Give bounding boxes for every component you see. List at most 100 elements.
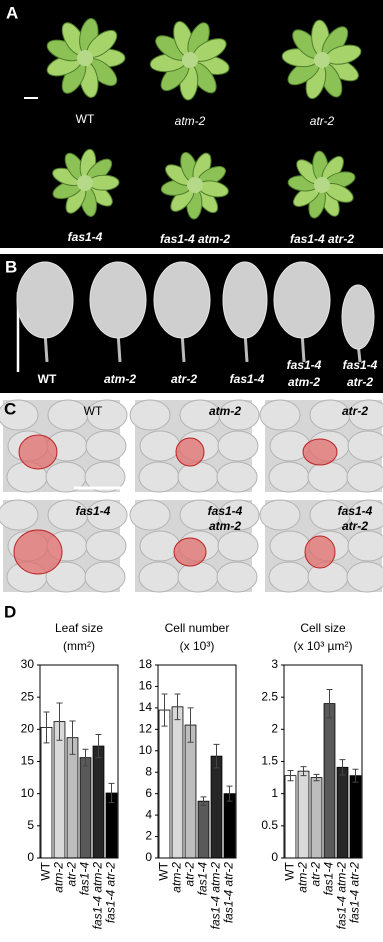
- panel-label: A: [6, 3, 18, 22]
- x-tick-label: atr-2: [65, 862, 79, 887]
- chart-title: Leaf size: [55, 621, 103, 635]
- genotype-label: fas1-4: [343, 358, 378, 372]
- error-bar: [187, 707, 194, 743]
- error-bar: [339, 759, 346, 776]
- rosette-center: [182, 52, 198, 68]
- cell-outline: [0, 499, 39, 531]
- chart-title: Cell number: [165, 621, 230, 635]
- genotype-label: atm-2: [104, 372, 136, 386]
- genotype-label: atm-2: [288, 375, 320, 389]
- highlighted-cell: [173, 537, 207, 567]
- error-bar: [287, 770, 294, 782]
- error-bar: [213, 743, 220, 769]
- genotype-label: atr-2: [310, 114, 335, 128]
- cell-outline: [217, 530, 259, 562]
- genotype-label: fas1-4: [230, 372, 265, 386]
- cell-outline: [269, 530, 311, 562]
- y-tick-label: 15: [21, 754, 35, 768]
- y-tick-label: 2.5: [261, 689, 278, 703]
- rosette: [281, 19, 362, 100]
- panel-label: C: [4, 399, 16, 418]
- leaf-blade: [89, 261, 147, 339]
- cell-outline: [86, 499, 128, 531]
- bar: [210, 755, 223, 859]
- rosette: [46, 18, 126, 98]
- x-tick-label: fas1-4 atr-2: [348, 862, 362, 923]
- y-tick-label: 10: [21, 786, 35, 800]
- rosette: [149, 21, 230, 101]
- cell-outline: [348, 399, 383, 431]
- rosette-center: [77, 175, 93, 191]
- genotype-label: atm-2: [209, 404, 241, 418]
- genotype-label: fas1-4 atm-2: [160, 232, 230, 246]
- y-tick-label: 25: [21, 689, 35, 703]
- rosette-center: [187, 177, 203, 193]
- x-tick-label: fas1-4: [196, 862, 210, 896]
- cell-outline: [139, 430, 181, 462]
- cell-outline: [84, 561, 126, 593]
- genotype-label: atm-2: [209, 519, 241, 533]
- x-tick-label: fas1-4 atr-2: [222, 862, 236, 923]
- bar: [158, 709, 171, 859]
- error-bar: [326, 688, 333, 719]
- genotype-label: fas1-4: [287, 358, 322, 372]
- leaf: [153, 261, 211, 363]
- genotype-label: fas1-4: [338, 504, 373, 518]
- leaf: [16, 261, 74, 363]
- x-tick-label: fas1-4 atm-2: [91, 862, 105, 930]
- y-tick-label: 16: [139, 679, 153, 693]
- bar: [66, 737, 79, 859]
- cell-outline: [85, 430, 127, 462]
- y-tick-label: 14: [139, 700, 153, 714]
- genotype-label: atr-2: [342, 519, 368, 533]
- error-bar: [56, 702, 63, 741]
- x-tick-label: fas1-4: [322, 862, 336, 896]
- highlighted-cell: [18, 434, 58, 470]
- x-tick-label: WT: [157, 861, 171, 880]
- y-tick-label: 20: [21, 722, 35, 736]
- x-tick-label: fas1-4 atm-2: [209, 862, 223, 930]
- y-tick-label: 0.5: [261, 818, 278, 832]
- x-tick-label: WT: [283, 861, 297, 880]
- genotype-label: atr-2: [347, 375, 373, 389]
- micrograph: [129, 399, 260, 493]
- chart-unit: (x 10³): [180, 639, 215, 653]
- bar: [92, 745, 105, 859]
- error-bar: [43, 711, 50, 744]
- leaf-blade: [341, 284, 375, 350]
- rosette: [160, 151, 229, 220]
- genotype-label: fas1-4: [68, 230, 103, 244]
- cell-outline: [216, 561, 258, 593]
- chart-title: Cell size: [300, 621, 346, 635]
- leaf-blade: [222, 261, 268, 339]
- rosette-center: [314, 177, 330, 193]
- y-tick-label: 1: [271, 786, 278, 800]
- cell-outline: [259, 499, 301, 531]
- y-tick-label: 2: [271, 722, 278, 736]
- rosette: [52, 148, 120, 217]
- cell-outline: [177, 461, 219, 493]
- error-bar: [200, 796, 207, 806]
- y-tick-label: 1.5: [261, 754, 278, 768]
- leaf: [341, 284, 375, 363]
- cell-outline: [85, 530, 127, 562]
- micrograph: [0, 499, 128, 593]
- genotype-label: fas1-4 atr-2: [290, 232, 354, 246]
- genotype-label: atr-2: [171, 372, 197, 386]
- leaf-blade: [153, 261, 211, 339]
- leaf: [222, 261, 268, 363]
- leaf: [273, 261, 331, 363]
- cell-outline: [347, 530, 383, 562]
- x-tick-label: atm-2: [52, 862, 66, 893]
- y-tick-label: 5: [27, 818, 34, 832]
- y-tick-label: 8: [145, 764, 152, 778]
- x-tick-label: atr-2: [309, 862, 323, 887]
- bar: [284, 775, 297, 859]
- leaf-blade: [16, 261, 74, 339]
- micrograph: [129, 499, 260, 593]
- x-tick-label: atm-2: [296, 862, 310, 893]
- x-tick-label: fas1-4: [78, 862, 92, 896]
- bar: [40, 727, 53, 859]
- leaf-blade: [273, 261, 331, 339]
